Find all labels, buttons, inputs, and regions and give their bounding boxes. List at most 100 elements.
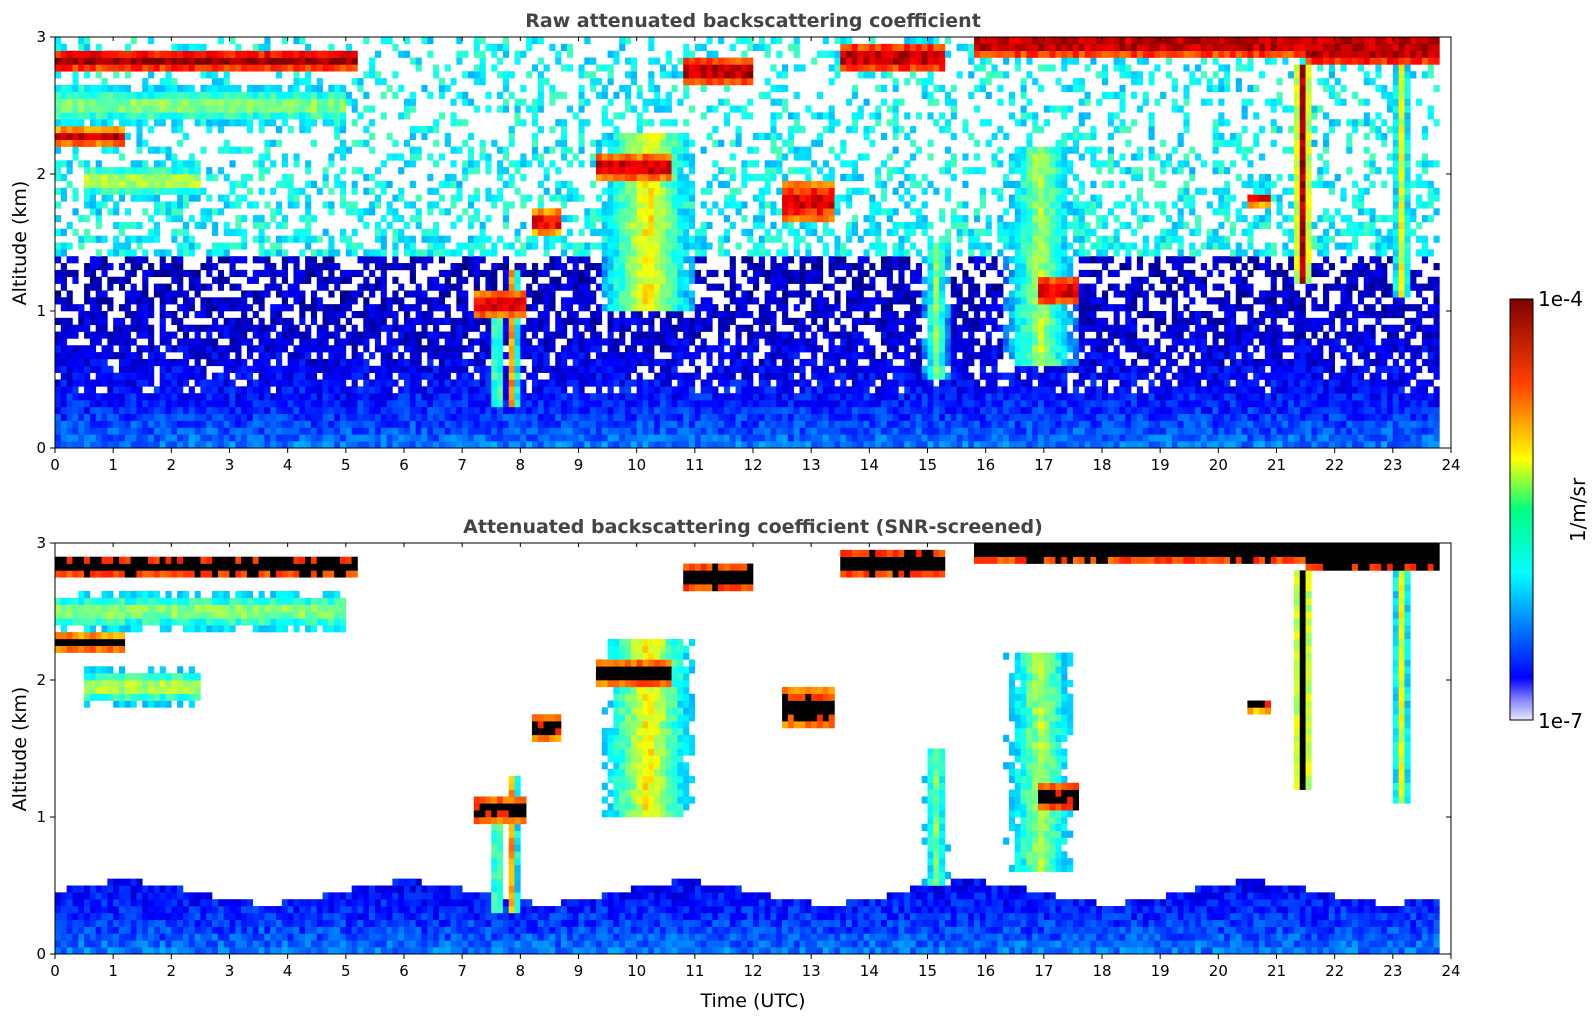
heatmap-cell (188, 84, 195, 93)
heatmap-cell (787, 290, 795, 298)
heatmap-cell (508, 434, 515, 442)
heatmap-cell (584, 358, 591, 367)
heatmap-cell (136, 358, 143, 367)
heatmap-cell (648, 160, 655, 168)
heatmap-cell (607, 153, 614, 161)
heatmap-cell (380, 345, 387, 353)
heatmap-cell (578, 242, 585, 250)
heatmap-cell (171, 167, 178, 175)
heatmap-cell (264, 146, 271, 154)
heatmap-cell (689, 153, 696, 161)
heatmap-cell (60, 386, 67, 394)
heatmap-cell (409, 372, 416, 380)
heatmap-cell (404, 317, 411, 325)
heatmap-cell (671, 304, 678, 312)
heatmap-cell (89, 132, 97, 141)
heatmap-cell (625, 98, 632, 106)
heatmap-cell (409, 256, 416, 264)
heatmap-cell (194, 276, 201, 284)
heatmap-cell (409, 324, 416, 332)
heatmap-cell (648, 119, 655, 127)
heatmap-cell (508, 324, 515, 332)
heatmap-cell (584, 242, 591, 250)
heatmap-cell (770, 64, 777, 72)
heatmap-cell (514, 413, 521, 421)
heatmap-cell (654, 153, 661, 161)
heatmap-cell (374, 221, 382, 230)
heatmap-cell (212, 386, 219, 394)
heatmap-cell (706, 187, 713, 195)
heatmap-cell (561, 180, 568, 188)
heatmap-cell (677, 420, 684, 428)
heatmap-cell (659, 263, 667, 271)
heatmap-cell (683, 215, 690, 223)
heatmap-cell (235, 194, 242, 202)
heatmap-cell (95, 263, 102, 271)
heatmap-cell (630, 187, 637, 195)
heatmap-cell (299, 434, 306, 442)
heatmap-cell (223, 324, 230, 332)
heatmap-cell (578, 71, 585, 79)
heatmap-cell (654, 228, 661, 236)
heatmap-cell (741, 78, 748, 86)
heatmap-cell (66, 84, 73, 93)
heatmap-cell (735, 242, 742, 250)
heatmap-cell (398, 372, 405, 380)
heatmap-cell (625, 153, 632, 161)
heatmap-cell (148, 413, 155, 421)
heatmap-cell (316, 283, 323, 291)
heatmap-cell (566, 276, 573, 284)
heatmap-cell (305, 345, 312, 353)
heatmap-cell (171, 413, 178, 421)
heatmap-cell (601, 263, 608, 271)
heatmap-cell (502, 311, 509, 319)
heatmap-cell (345, 331, 352, 339)
heatmap-cell (392, 413, 399, 421)
heatmap-cell (444, 400, 451, 408)
heatmap-cell (188, 386, 195, 394)
heatmap-cell (136, 331, 143, 339)
heatmap-cell (177, 317, 184, 325)
heatmap-cell (206, 71, 213, 79)
heatmap-cell (531, 434, 539, 442)
heatmap-cell (345, 98, 352, 106)
heatmap-cell (182, 242, 190, 250)
heatmap-cell (497, 304, 504, 312)
heatmap-cell (392, 427, 399, 435)
heatmap-cell (287, 64, 294, 72)
heatmap-cell (398, 413, 405, 421)
heatmap-cell (148, 372, 155, 380)
heatmap-cell (182, 50, 190, 58)
heatmap-cell (636, 283, 643, 291)
heatmap-cell (66, 139, 73, 147)
heatmap-cell (223, 50, 230, 58)
heatmap-cell (642, 420, 649, 428)
heatmap-cell (101, 420, 108, 428)
heatmap-cell (212, 91, 219, 99)
heatmap-cell (467, 317, 475, 325)
heatmap-cell (212, 105, 219, 113)
heatmap-cell (55, 345, 62, 353)
heatmap-cell (107, 146, 114, 154)
heatmap-cell (72, 146, 79, 154)
heatmap-cell (718, 331, 725, 339)
heatmap-cell (159, 372, 166, 380)
heatmap-cell (467, 160, 475, 168)
heatmap-cell (555, 386, 562, 394)
heatmap-cell (369, 249, 376, 257)
heatmap-cell (165, 379, 172, 387)
heatmap-cell (235, 413, 242, 421)
heatmap-cell (479, 57, 486, 65)
heatmap-cell (427, 393, 434, 401)
heatmap-cell (374, 78, 382, 86)
heatmap-cell (124, 386, 131, 394)
heatmap-cell (84, 269, 91, 278)
heatmap-cell (258, 365, 265, 373)
heatmap-cell (328, 64, 335, 72)
heatmap-cell (124, 406, 131, 415)
heatmap-cell (747, 297, 754, 305)
heatmap-cell (258, 57, 265, 65)
heatmap-cell (55, 427, 62, 435)
heatmap-cell (625, 317, 632, 325)
heatmap-cell (84, 283, 91, 291)
